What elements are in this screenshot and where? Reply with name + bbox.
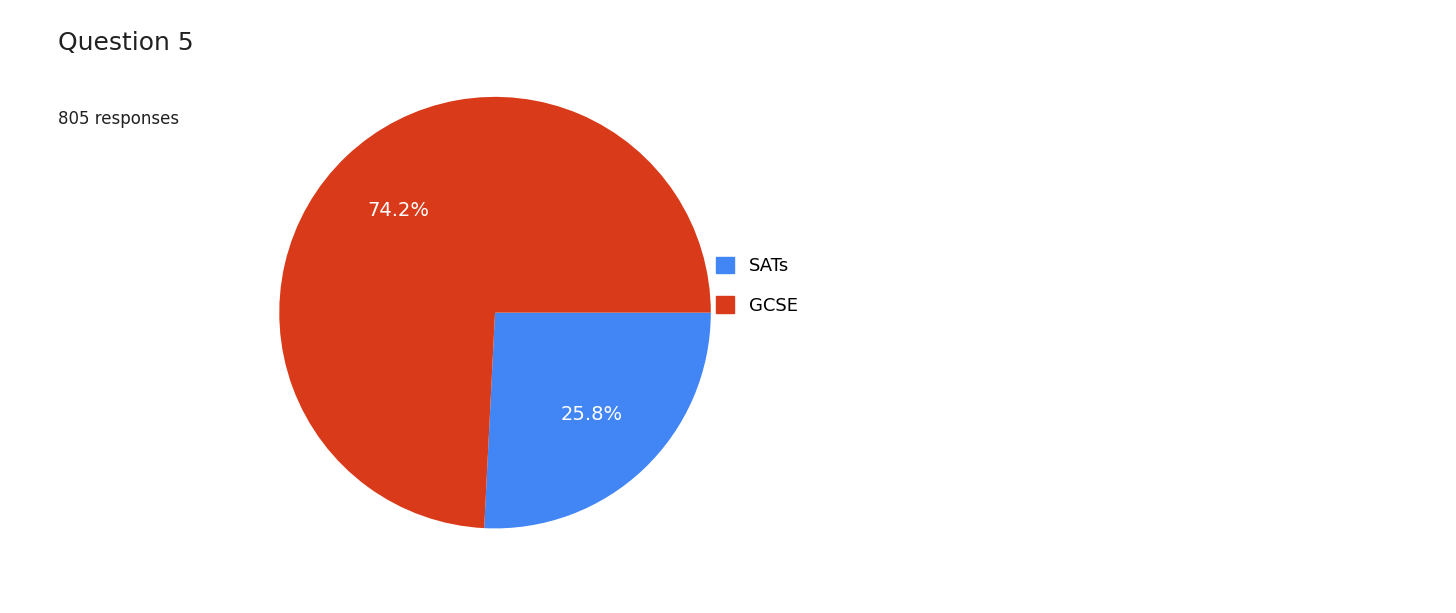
Text: 74.2%: 74.2% — [367, 202, 430, 221]
Text: Question 5: Question 5 — [58, 31, 194, 55]
Text: 25.8%: 25.8% — [561, 405, 623, 424]
Legend: SATs, GCSE: SATs, GCSE — [709, 249, 805, 322]
Wedge shape — [280, 97, 711, 528]
Wedge shape — [485, 313, 711, 528]
Text: 805 responses: 805 responses — [58, 110, 179, 128]
